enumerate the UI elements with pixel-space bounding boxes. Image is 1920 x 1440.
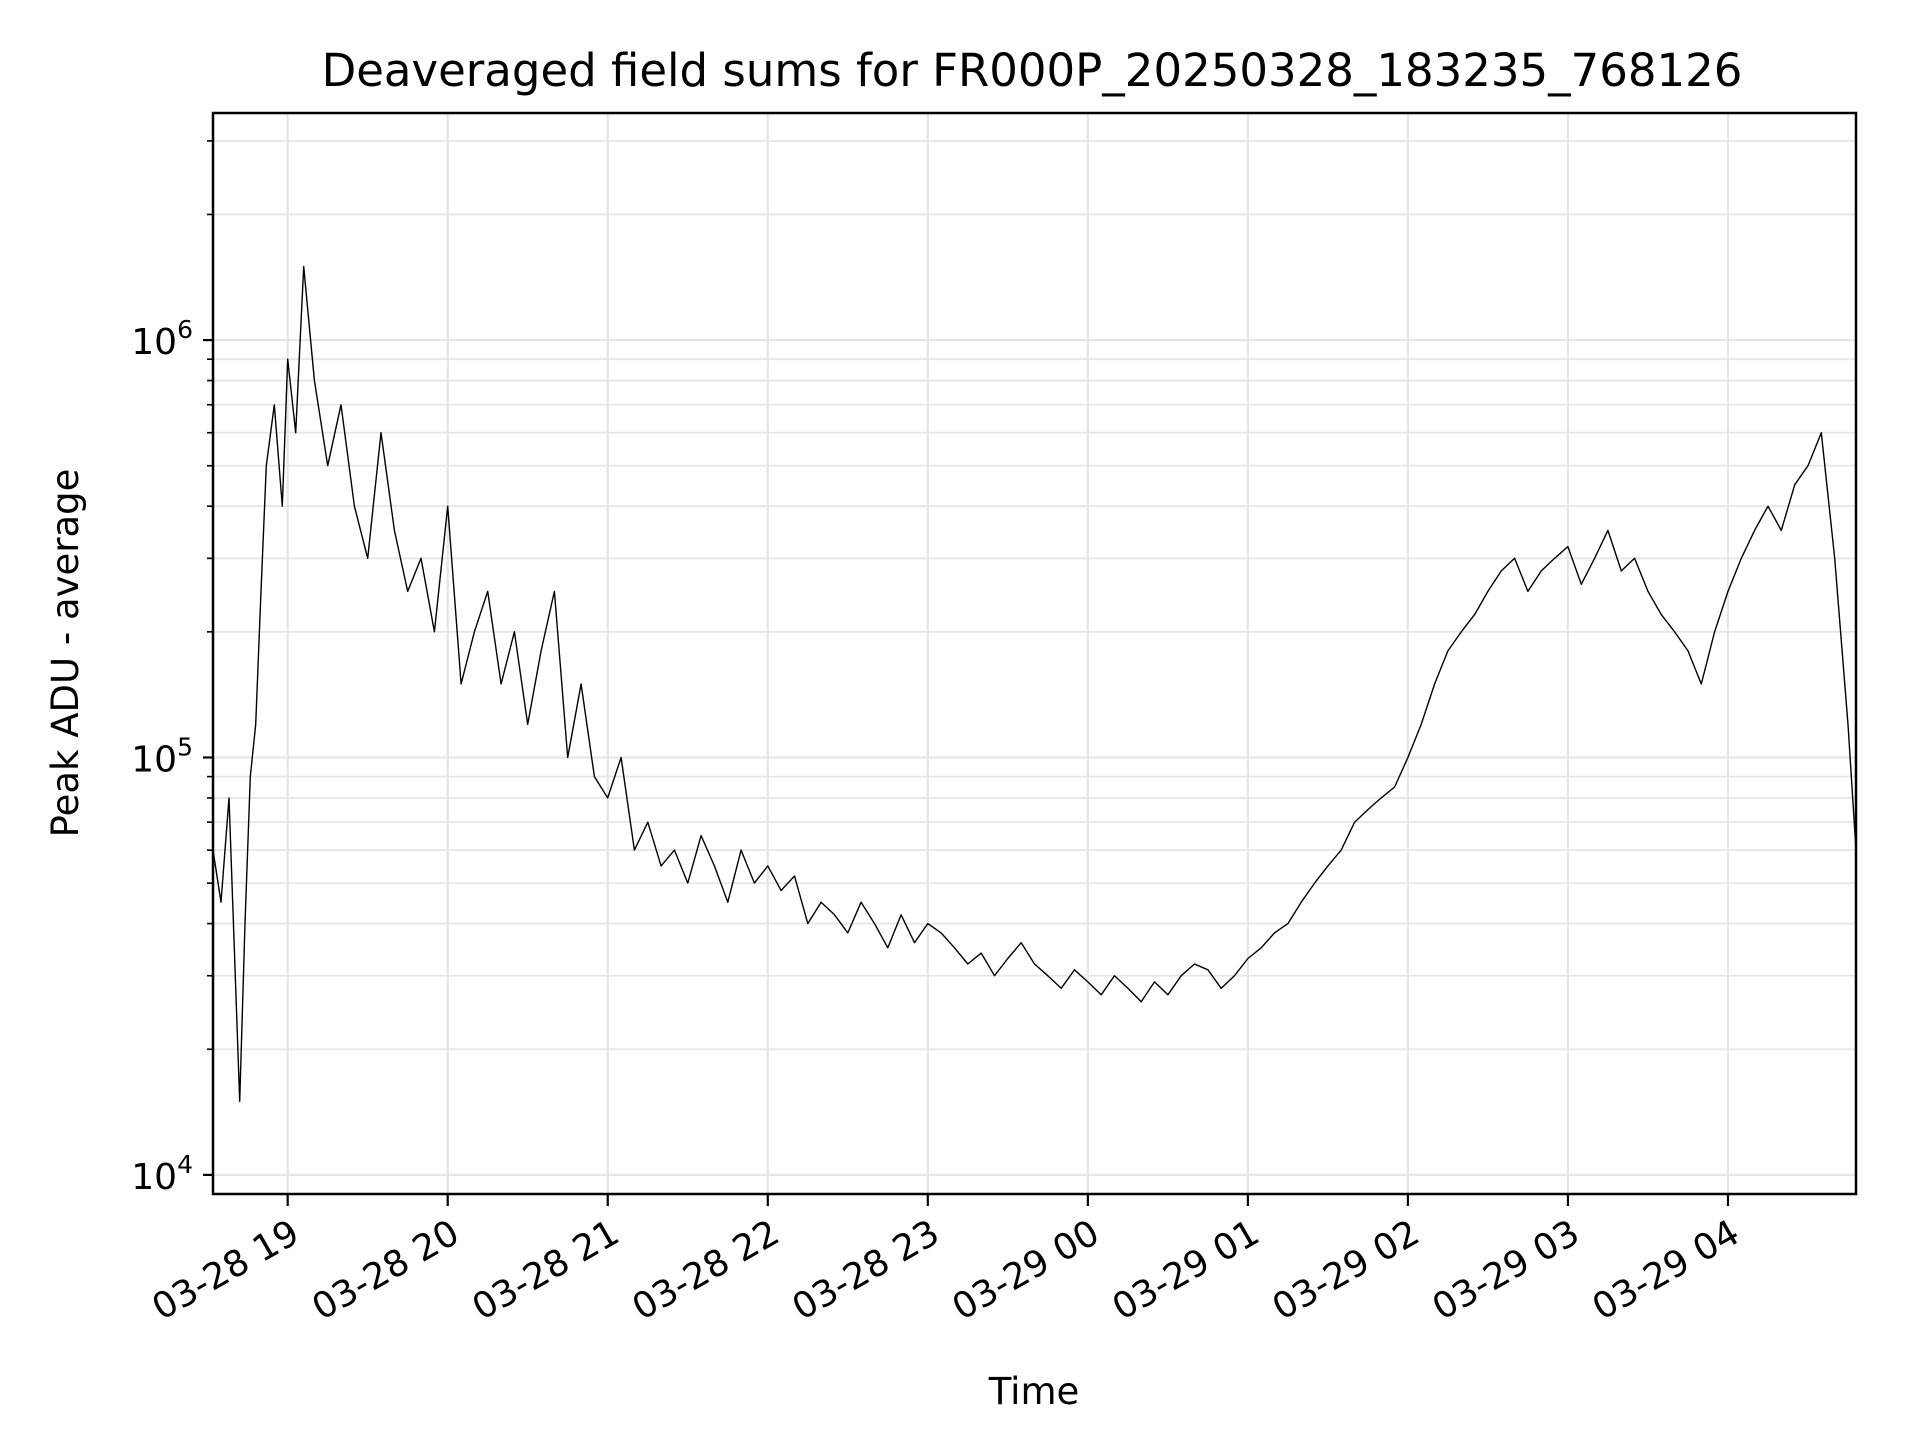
y-tick-base: 10 — [131, 322, 177, 363]
y-tick-label: 106 — [131, 315, 193, 363]
plot-frame — [211, 111, 1858, 1196]
y-tick-exponent: 4 — [177, 1150, 193, 1179]
y-tick-base: 10 — [131, 1157, 177, 1198]
y-tick-base: 10 — [131, 739, 177, 780]
y-tick-label: 104 — [131, 1150, 193, 1198]
y-tick-label: 105 — [131, 732, 193, 780]
y-axis-label: Peak ADU - average — [44, 469, 87, 838]
grid-lines — [213, 113, 1856, 1194]
y-tick-exponent: 5 — [177, 732, 193, 761]
chart-title: Deaveraged field sums for FR000P_2025032… — [322, 44, 1743, 97]
y-tick-exponent: 6 — [177, 315, 193, 344]
x-axis-label: Time — [988, 1370, 1080, 1413]
series-line — [212, 265, 1857, 1103]
series-layer — [212, 265, 1857, 1103]
